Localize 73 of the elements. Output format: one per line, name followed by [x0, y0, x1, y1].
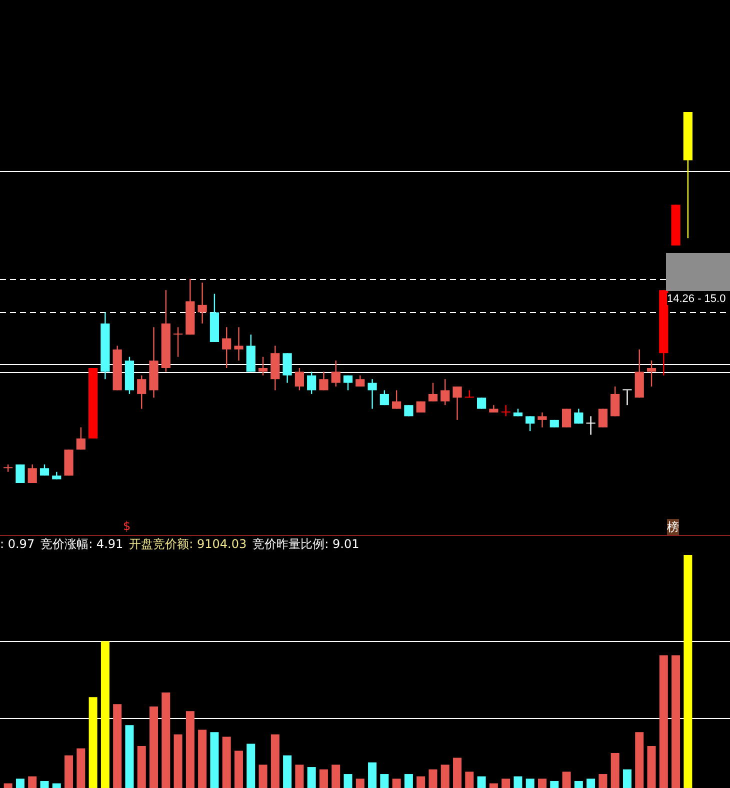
bar [319, 769, 328, 788]
bar [40, 781, 49, 788]
candlestick [64, 450, 74, 476]
text: $ [123, 519, 131, 533]
bar [538, 778, 546, 788]
bar [100, 641, 110, 788]
bar [307, 767, 316, 788]
bar [4, 783, 12, 788]
bar [622, 769, 632, 788]
candlestick [319, 372, 328, 390]
bar [380, 774, 389, 788]
bar [246, 744, 256, 788]
bar [635, 732, 644, 788]
bar [526, 778, 534, 788]
bar [647, 746, 656, 788]
bar [368, 762, 377, 788]
bar [16, 778, 24, 788]
bar [440, 764, 450, 788]
bar [137, 746, 146, 788]
text: 竞价昨量比例: 9.01 [252, 537, 360, 551]
bar [610, 753, 620, 788]
bar [222, 736, 231, 788]
bar [404, 774, 413, 788]
bar [162, 692, 170, 788]
bar [76, 748, 86, 788]
bar [270, 734, 280, 788]
bar [684, 555, 692, 788]
bar [332, 764, 340, 788]
bar [88, 697, 98, 788]
bar [477, 776, 486, 788]
bar [283, 755, 292, 788]
annotation: 14.26 - 15.0 [667, 293, 726, 305]
bar [150, 706, 158, 788]
bar [234, 750, 243, 788]
candlestick [404, 405, 414, 416]
bar [52, 783, 61, 788]
bar [186, 711, 194, 788]
bar [258, 764, 268, 788]
bar [489, 783, 498, 788]
candlestick [671, 204, 680, 246]
bar [198, 730, 207, 788]
bar [672, 655, 680, 788]
bar [28, 776, 37, 788]
candlestick [622, 389, 632, 406]
bar [113, 704, 122, 788]
bar [586, 778, 596, 788]
bar [465, 772, 474, 788]
bar [574, 781, 583, 788]
bar [550, 781, 559, 788]
bar [416, 776, 426, 788]
bar [64, 755, 74, 788]
bar [392, 778, 401, 788]
text: 榜 [667, 519, 679, 536]
bar [659, 655, 668, 788]
candlestick [16, 464, 25, 483]
bar [356, 778, 364, 788]
text: 开盘竞价额: 9104.03 [129, 537, 247, 551]
bar [210, 732, 219, 788]
candlestick [538, 412, 547, 428]
bar [174, 734, 182, 788]
bar [514, 776, 522, 788]
bar [295, 764, 304, 788]
candlestick [416, 401, 426, 413]
bar [562, 772, 571, 788]
bar [502, 778, 510, 788]
bar [453, 758, 462, 788]
candlestick [234, 327, 244, 361]
bar [428, 769, 438, 788]
bar [344, 774, 352, 788]
text: : 0.97 [0, 537, 35, 551]
bar [598, 774, 608, 788]
text: 竞价涨幅: 4.91 [40, 537, 124, 551]
bar [125, 725, 134, 788]
